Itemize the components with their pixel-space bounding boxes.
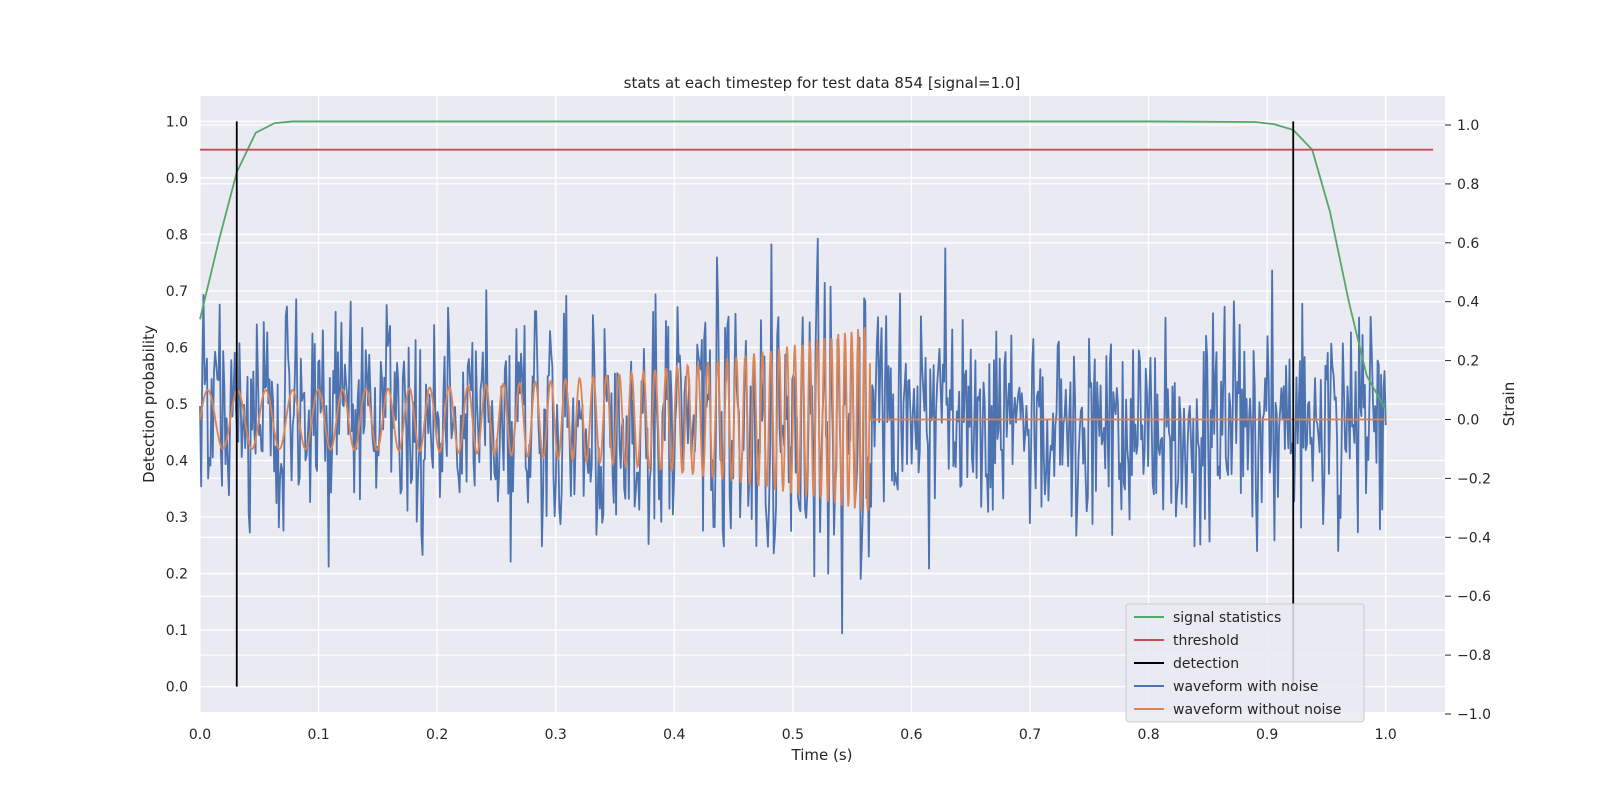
y-left-tick-label-1: 0.1 <box>166 623 188 639</box>
legend-box <box>1125 603 1365 723</box>
x-axis-title: Time (s) <box>791 746 853 764</box>
right-y-axis-title: Strain <box>1500 382 1518 426</box>
x-axis-ticks: 0.0 0.1 0.2 0.3 0.4 0.5 0.6 0.7 0.8 0.9 1.0 <box>189 727 1397 743</box>
y-right-tick-label-4: −0.2 <box>1457 471 1491 487</box>
legend-label-waveform-without-noise: waveform without noise <box>1173 702 1341 718</box>
y-left-tick-label-2: 0.2 <box>166 567 188 583</box>
y-right-tick-label-3: −0.4 <box>1457 530 1491 546</box>
y-left-tick-label-9: 0.9 <box>166 171 188 187</box>
legend-label-waveform-with-noise: waveform with noise <box>1173 679 1318 695</box>
x-tick-label-7: 0.7 <box>1019 727 1041 743</box>
y-left-tick-label-7: 0.7 <box>166 284 188 300</box>
waveform-without-noise-path <box>199 327 1386 512</box>
waveform-without-noise-line <box>199 327 1386 512</box>
y-left-tick-label-10: 1.0 <box>166 114 188 130</box>
y-right-tick-label-5: 0.0 <box>1457 413 1479 429</box>
legend-label-threshold: threshold <box>1173 633 1239 649</box>
y-right-tick-label-0: −1.0 <box>1457 707 1491 723</box>
y-left-tick-label-8: 0.8 <box>166 227 188 243</box>
y-right-tick-label-8: 0.6 <box>1457 236 1479 252</box>
y-left-tick-label-0: 0.0 <box>166 680 188 696</box>
detection-lines <box>235 121 1295 687</box>
chart-title: stats at each timestep for test data 854… <box>624 74 1021 92</box>
y-right-tick-label-6: 0.2 <box>1457 354 1479 370</box>
x-tick-label-9: 0.9 <box>1256 727 1278 743</box>
right-y-axis-ticks: −1.0 −0.8 −0.6 −0.4 −0.2 0.0 0.2 0.4 0.6 0.8 1.0 <box>1445 118 1491 723</box>
y-left-tick-label-6: 0.6 <box>166 340 188 356</box>
y-right-tick-label-10: 1.0 <box>1457 118 1479 134</box>
y-right-tick-label-7: 0.4 <box>1457 295 1479 311</box>
x-tick-label-6: 0.6 <box>900 727 922 743</box>
x-tick-label-0: 0.0 <box>189 727 211 743</box>
y-left-tick-label-4: 0.4 <box>166 454 188 470</box>
y-left-tick-label-3: 0.3 <box>166 510 188 526</box>
x-tick-label-4: 0.4 <box>663 727 685 743</box>
x-tick-label-2: 0.2 <box>426 727 448 743</box>
legend-label-signal-statistics: signal statistics <box>1173 610 1281 626</box>
signal-statistics-line <box>199 120 1387 411</box>
y-right-tick-label-2: −0.6 <box>1457 589 1491 605</box>
legend-label-detection: detection <box>1173 656 1239 672</box>
y-left-tick-label-5: 0.5 <box>166 397 188 413</box>
x-tick-label-3: 0.3 <box>545 727 567 743</box>
legend: signal statistics threshold detection wa… <box>1125 603 1365 723</box>
y-right-tick-label-1: −0.8 <box>1457 648 1491 664</box>
left-y-axis-title: Detection probability <box>140 325 158 483</box>
y-right-tick-label-9: 0.8 <box>1457 177 1479 193</box>
x-tick-label-1: 0.1 <box>307 727 329 743</box>
x-tick-label-8: 0.8 <box>1137 727 1159 743</box>
x-tick-label-10: 1.0 <box>1375 727 1397 743</box>
signal-statistics-path <box>199 120 1387 411</box>
left-y-axis-ticks: 0.0 0.1 0.2 0.3 0.4 0.5 0.6 0.7 0.8 0.9 1.0 <box>166 114 188 695</box>
x-tick-label-5: 0.5 <box>782 727 804 743</box>
